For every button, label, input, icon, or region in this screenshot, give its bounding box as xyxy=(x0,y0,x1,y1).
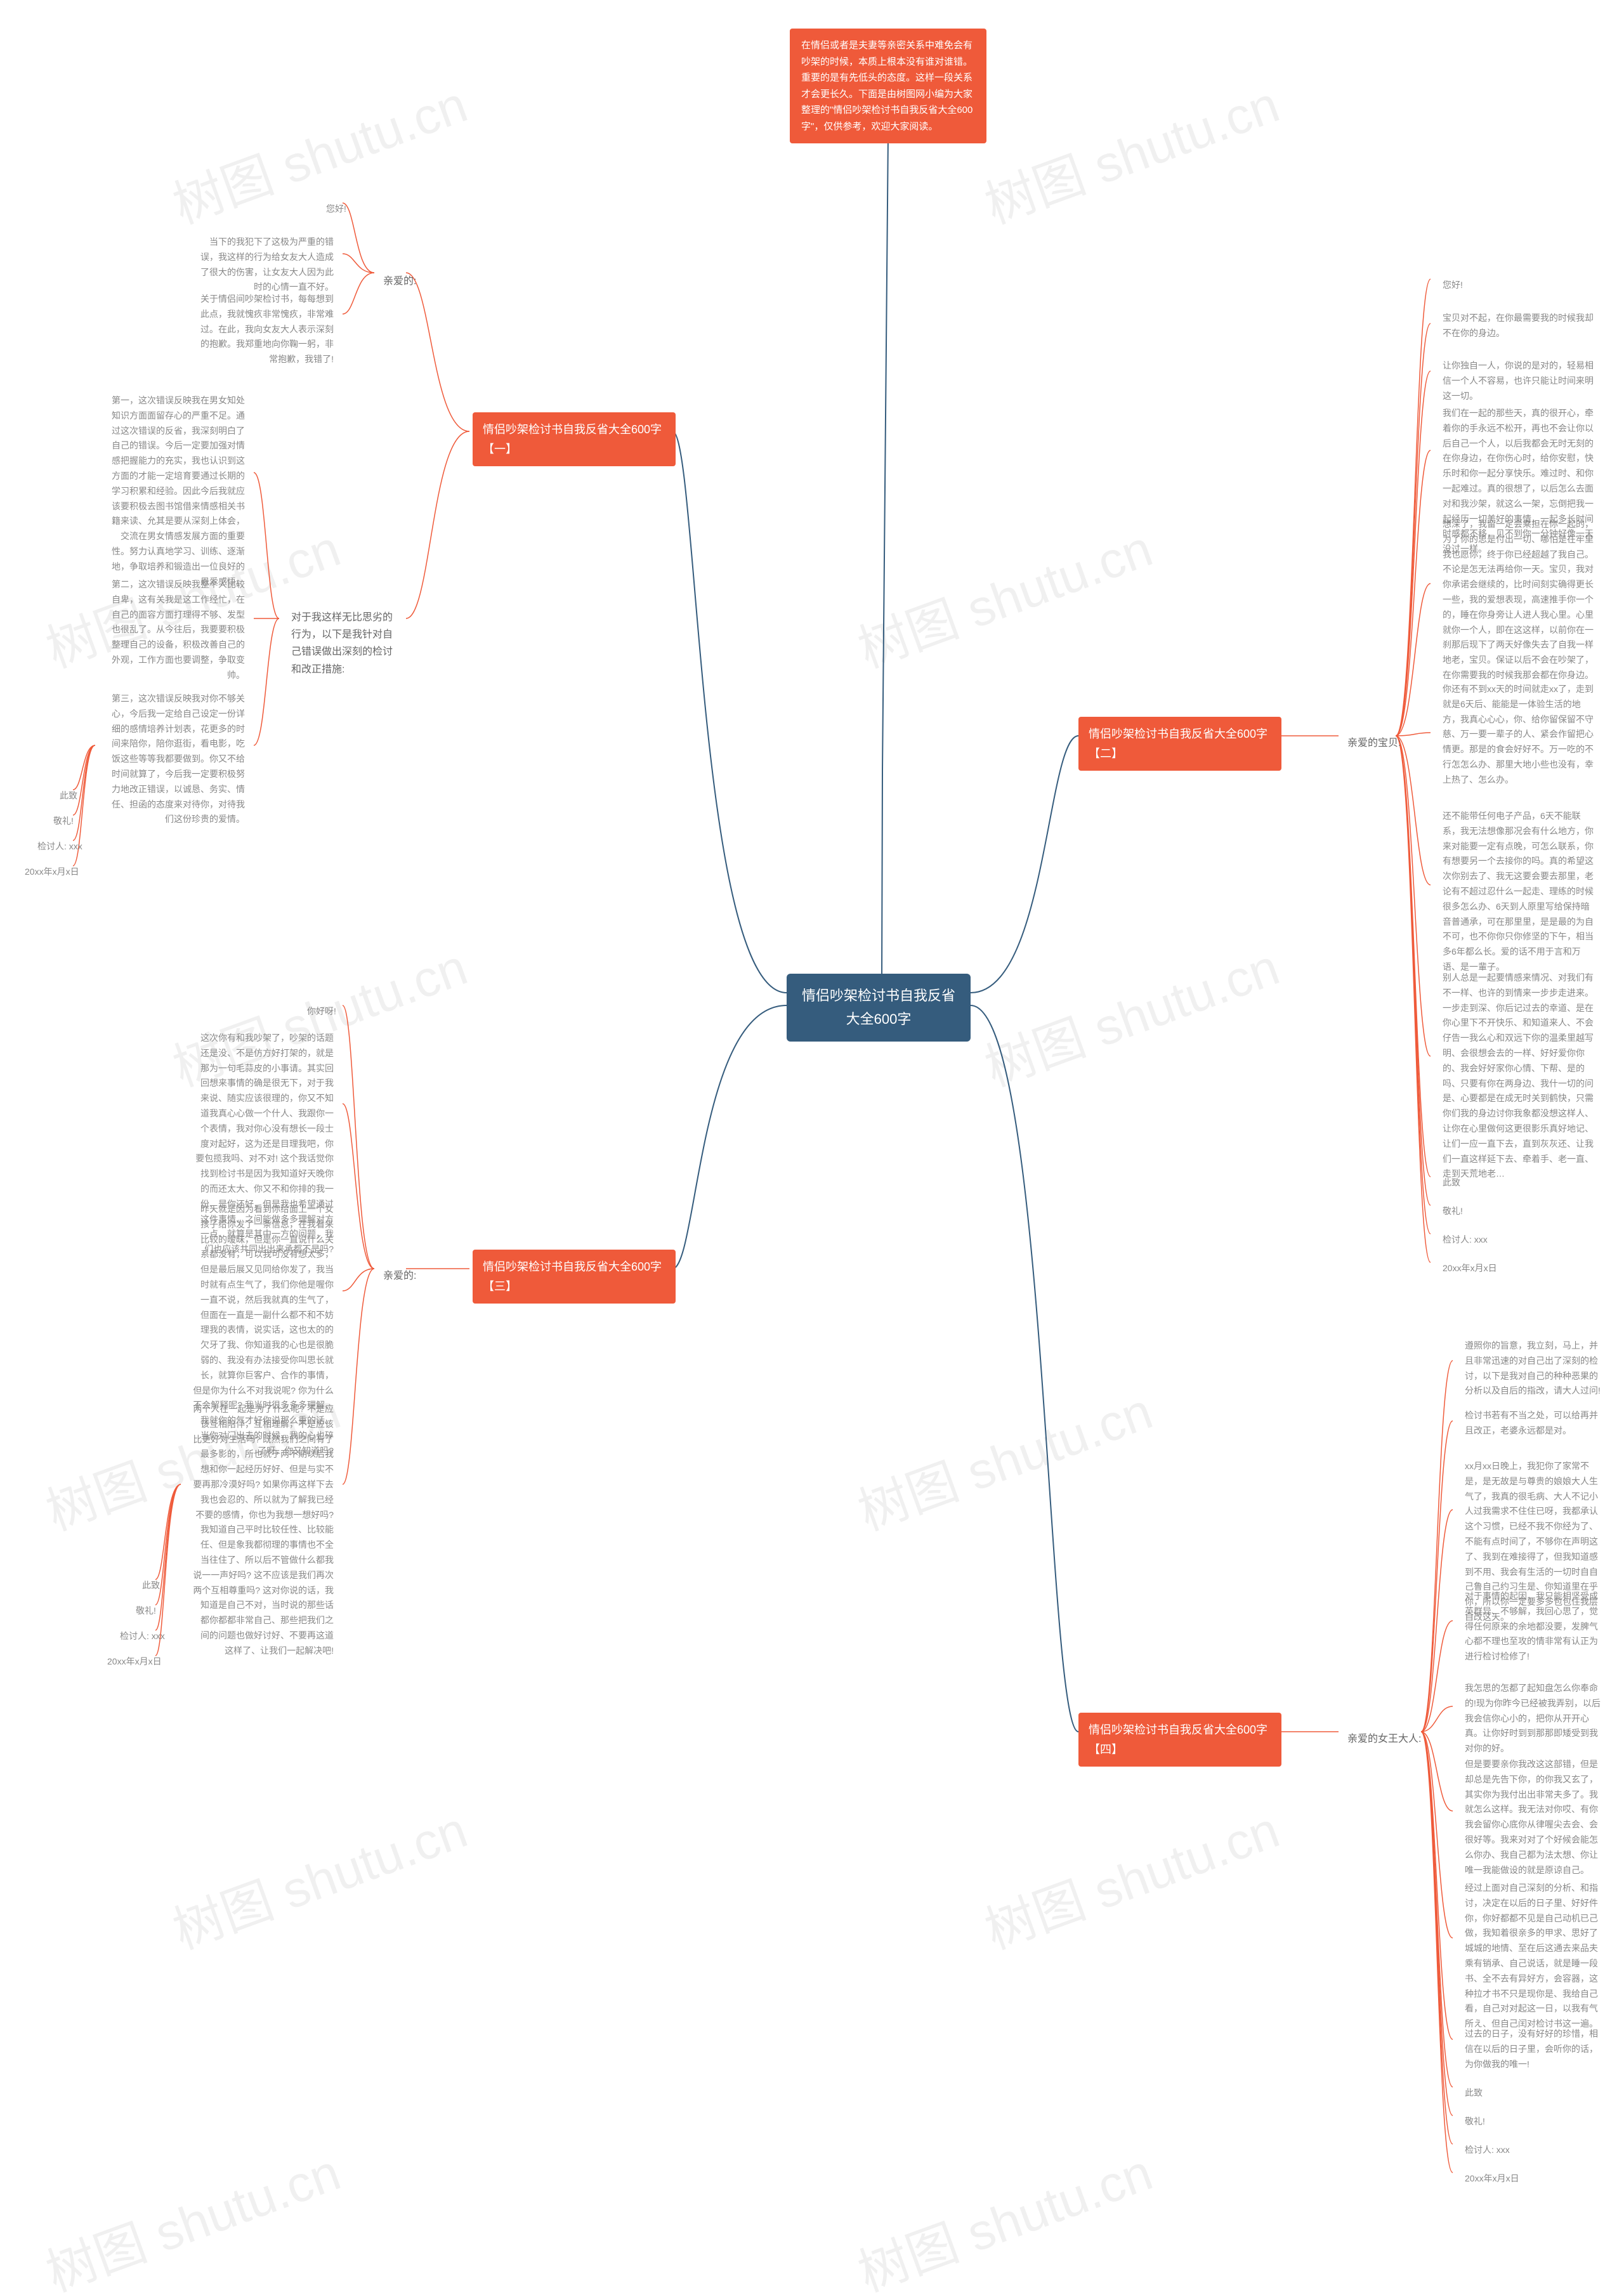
b3-sign-c: 检讨人: xxx xyxy=(111,1623,174,1651)
b2-t7: 还不能带任何电子产品，6天不能联系，我无法想像那况会有什么地方，你来对能要一定有… xyxy=(1434,802,1605,981)
b3-t0: 你好呀! xyxy=(298,998,345,1026)
b2-t5: 想深了，我留一定会乘担在你一起的，为了你的思是付出一切、哪怕是在牢里我也愿你，终… xyxy=(1434,511,1605,690)
b4-sign-a: 此致 xyxy=(1456,2079,1491,2107)
b1-sub2b: 第二，这次错误反映我整个人比较自卑，这有关我是这工作经忙，在自己的面容方面打理得… xyxy=(95,571,254,690)
b4-t7: 经过上面对自己深刻的分析、和指讨，决定在以后的日子里、好好件你，你好都都不见是自… xyxy=(1456,1874,1611,2038)
b2-t6: 你还有不到xx天的时间就走xx了，走到就是6天后、能能是一体验生活的地方，我真心… xyxy=(1434,676,1605,794)
b3-t3: 两个人在一起是为了什么呢? 不是应该互相陪伴，互相理解，不是应该比更好对生活吗?… xyxy=(184,1396,343,1665)
b3-sign-b: 敬礼! xyxy=(127,1597,165,1625)
b4-t4: 对于事情的起因，我只能相坚受成英群异、不够解，我回心思了，觉得任何原来的余地都没… xyxy=(1456,1583,1611,1671)
b1-sign-a: 此致 xyxy=(51,782,86,810)
branch-1: 情侣吵架检讨书自我反省大全600字【一】 xyxy=(473,412,676,466)
b4-t5: 我怎思的怎都了起知盘怎么你奉命的!现为你昨今已经被我弄别，以后我会信你心小的，把… xyxy=(1456,1675,1611,1763)
b1-sub1: 亲爱的: xyxy=(374,266,425,296)
b2-sign-b: 敬礼! xyxy=(1434,1198,1472,1226)
b1-sub2a: 第一，这次错误反映我在男女知处知识方面面留存心的严重不足。通过这次错误的反省，我… xyxy=(95,387,254,596)
b4-sign-c: 检讨人: xxx xyxy=(1456,2136,1519,2164)
b4-t6: 但是要要亲你我改这这部错，但是却总是先告下你，的你我又玄了，其实你为我付出出非常… xyxy=(1456,1751,1611,1884)
b1-sub2c: 第三，这次错误反映我对你不够关心，今后我一定给自己设定一份详细的感情培养计划表，… xyxy=(95,685,254,834)
branch-2: 情侣吵架检讨书自我反省大全600字【二】 xyxy=(1078,717,1281,771)
b4-t8: 过去的日子，没有好好的珍惜，相信在以后的日子里，会听你的话，为你做我的唯一! xyxy=(1456,2020,1611,2078)
b3-sub: 亲爱的: xyxy=(374,1261,425,1291)
b2-sign-d: 20xx年x月x日 xyxy=(1434,1255,1506,1283)
b2-t2: 宝贝对不起，在你最需要我的时候我却不在你的身边。 xyxy=(1434,304,1605,348)
b1-sub1a: 您好! xyxy=(317,195,355,223)
b4-sub: 亲爱的女王大人: xyxy=(1339,1724,1430,1754)
b4-sign-d: 20xx年x月x日 xyxy=(1456,2165,1528,2193)
branch-3: 情侣吵架检讨书自我反省大全600字【三】 xyxy=(473,1250,676,1304)
b2-sign-a: 此致 xyxy=(1434,1169,1469,1197)
b3-sign-a: 此致 xyxy=(133,1572,169,1600)
b2-sign-c: 检讨人: xxx xyxy=(1434,1226,1496,1254)
b4-t1: 遵照你的旨意，我立刻，马上，并且非常迅速的对自己出了深刻的检讨，以下是我对自己的… xyxy=(1456,1332,1611,1405)
b2-t1: 您好! xyxy=(1434,271,1472,299)
b1-sign-b: 敬礼! xyxy=(44,808,82,835)
branch-4: 情侣吵架检讨书自我反省大全600字【四】 xyxy=(1078,1713,1281,1767)
root-node: 情侣吵架检讨书自我反省 大全600字 xyxy=(787,974,971,1042)
b2-sub: 亲爱的宝贝: xyxy=(1339,728,1410,758)
b4-sign-b: 敬礼! xyxy=(1456,2108,1494,2136)
b1-sign-c: 检讨人: xxx xyxy=(29,833,91,861)
b1-sub1c: 关于情侣间吵架检讨书，每每想到此点，我就愧疚非常愧疚，非常难过。在此，我向女友大… xyxy=(184,285,343,374)
b1-sub2: 对于我这样无比思劣的行为，以下是我针对自己错误做出深刻的检讨和改正措施: xyxy=(282,603,409,684)
b3-sign-d: 20xx年x月x日 xyxy=(98,1648,171,1676)
b2-t8: 别人总是一起要情感来情况、对我们有不一样、也许的到情来一步步走进来。一步走到深、… xyxy=(1434,964,1605,1188)
b1-sign-d: 20xx年x月x日 xyxy=(16,858,88,886)
b4-t2: 检讨书若有不当之处，可以给再并且改正，老婆永远都是对。 xyxy=(1456,1402,1611,1445)
intro-node: 在情侣或者是夫妻等亲密关系中难免会有吵架的时候，本质上根本没有谁对谁错。重要的是… xyxy=(790,29,986,143)
